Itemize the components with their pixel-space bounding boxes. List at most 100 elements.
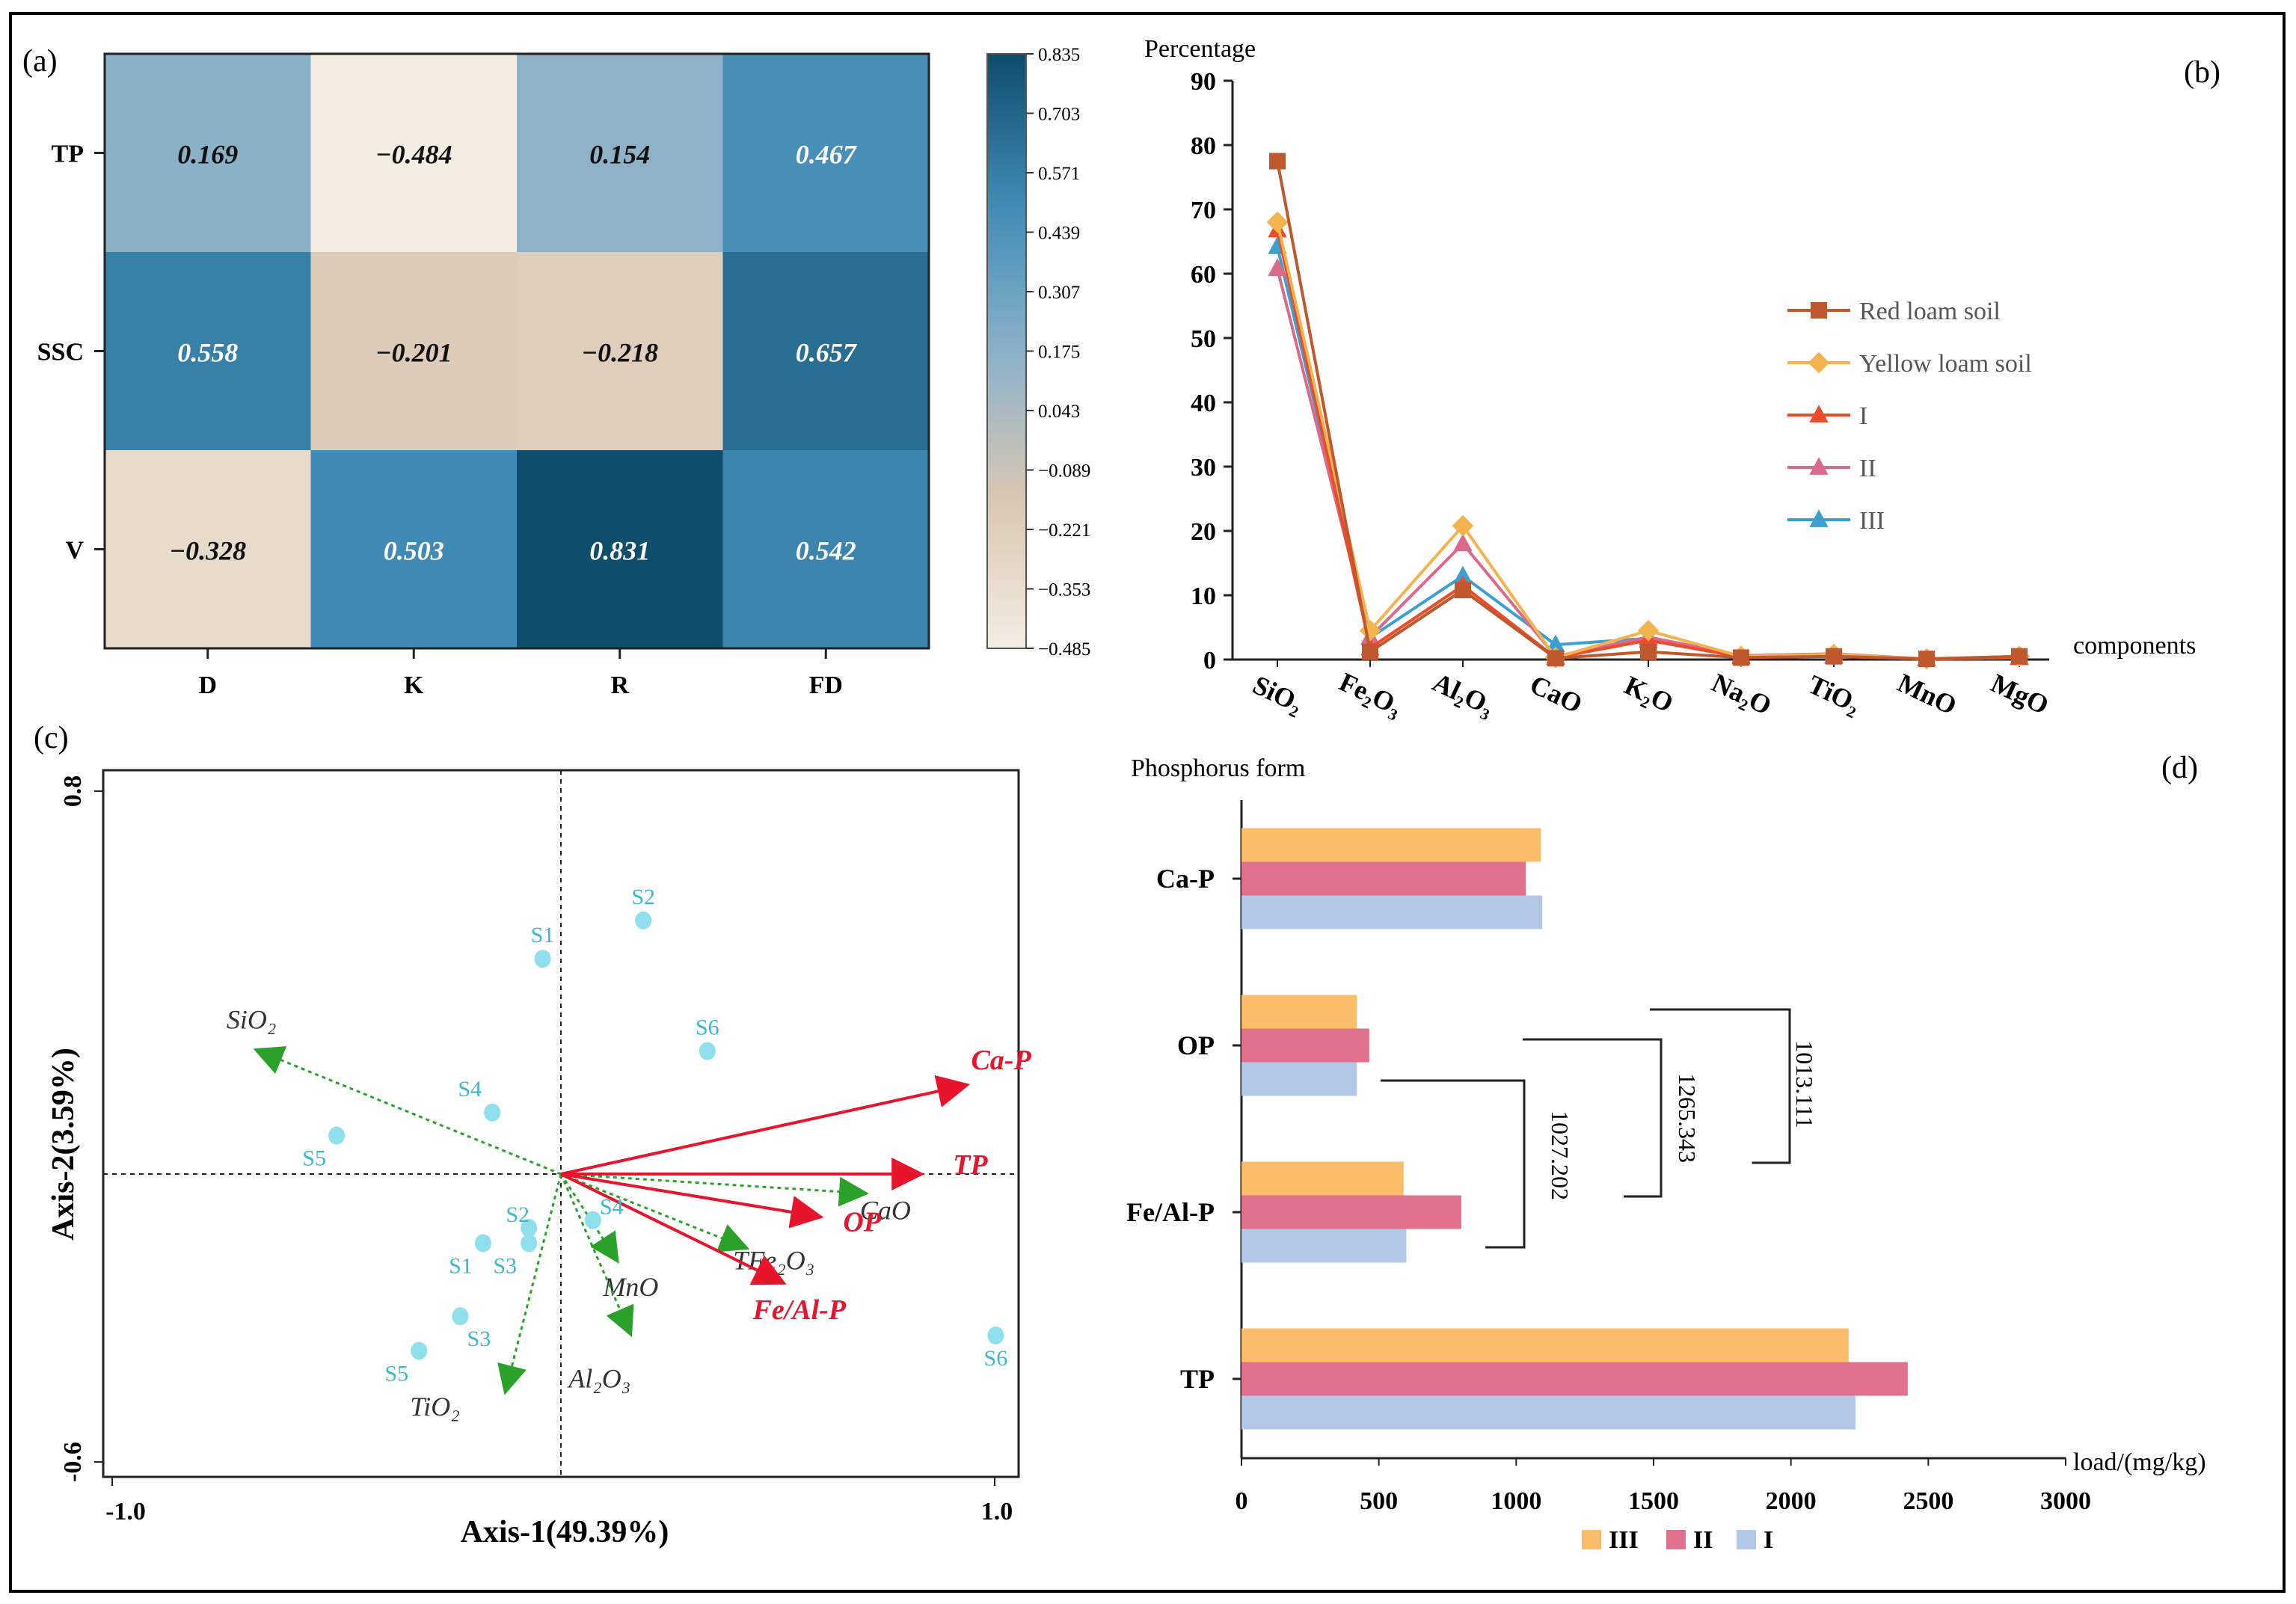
bar [1241,1362,1908,1396]
series-marker-diamond [1266,211,1289,233]
bar [1241,995,1357,1029]
sample-point [521,1218,538,1237]
x-tick-label: Na₂O [1707,668,1776,721]
response-arrow-label: Fe/Al-P [752,1294,846,1326]
heatmap-cell-label: −0.484 [375,140,452,170]
colorbar-tick-label: 0.703 [1038,105,1080,125]
x-tick-label: TiO₂ [1804,669,1865,719]
series-marker-square [1455,582,1471,599]
y-tick-label: OP [1177,1030,1215,1060]
heatmap-row-label: SSC [37,339,84,366]
series-marker-diamond [1808,351,1830,374]
x-tick-label: 500 [1360,1487,1398,1515]
heatmap-cell-label: 0.657 [796,338,858,368]
bar [1241,1328,1849,1362]
response-arrow-label: Ca-P [971,1045,1031,1076]
sample-point [484,1103,501,1122]
legend-label: III [1609,1526,1639,1554]
series-line [1276,268,2020,661]
x-axis-title: load/(mg/kg) [2073,1448,2206,1476]
heatmap-cell [310,450,517,648]
colorbar-tick-label: 0.307 [1038,283,1080,303]
heatmap-cell-label: 0.503 [384,536,444,566]
y-axis-title: Percentage [1144,35,1256,63]
series-marker-square [1547,650,1564,667]
colorbar-tick-label: −0.221 [1038,520,1090,541]
significance-label: 1265.343 [1674,1073,1701,1163]
env-arrow-label: MnO [602,1272,658,1302]
sample-point [534,950,551,968]
colorbar-tick-label: 0.439 [1038,224,1080,244]
env-arrow [560,1173,869,1207]
heatmap-cell-label: 0.542 [796,536,856,566]
heatmap-cell-label: −0.201 [375,338,452,368]
x-tick-label: 1500 [1628,1487,1679,1515]
series-line [1276,221,2020,661]
x-tick-label: 1000 [1491,1487,1541,1515]
env-arrow [559,1173,634,1338]
env-arrow-label: TFe₂O₃ [733,1246,814,1276]
bar [1241,861,1526,896]
x-tick-label: 0 [1236,1487,1248,1515]
series-marker-triangle [1453,565,1473,584]
legend-label: Yellow loam soil [1859,350,2032,378]
x-tick-label: Fe₂O₃ [1335,667,1407,722]
y-axis-title: Phosphorus form [1131,755,1305,782]
series-marker-square [1269,153,1286,170]
series-marker-square [1362,643,1378,660]
line-chart-panel: 0 10 20 30 40 50 60 70 80 90 SiO₂ Fe₂O₃ Al₂O₃ CaO K₂O N… [1144,35,2196,722]
heatmap-row-label: TP [52,141,84,168]
response-arrow [560,1173,787,1285]
heatmap-cell [310,54,517,252]
heatmap-cell [722,252,929,450]
sample-point [411,1342,428,1360]
bar [1241,828,1541,862]
series-marker-square [1826,648,1842,665]
sample-point [987,1326,1004,1345]
heatmap-cell [105,54,311,252]
series-marker-square [1640,643,1657,660]
sample-point-label: S4 [600,1195,624,1220]
figure-frame [9,12,2286,1593]
x-tick-label: MgO [1986,668,2053,720]
colorbar-tick-label: 0.571 [1038,164,1080,184]
bar [1241,1395,1855,1430]
heatmap-cell-label: −0.328 [169,536,246,566]
legend-label: III [1859,507,1885,535]
heatmap-col-label: D [198,672,217,699]
sample-point [635,911,652,929]
series-marker-square [1733,649,1749,666]
series-marker-triangle [1268,258,1287,277]
sample-point [328,1126,346,1145]
response-arrow [560,1075,971,1176]
sample-point [699,1042,716,1060]
y-tick-label: 60 [1191,261,1216,289]
env-arrow [560,1173,750,1253]
colorbar-tick-label: −0.353 [1038,580,1090,600]
legend-label: I [1764,1526,1773,1554]
sample-point-label: S5 [302,1146,326,1171]
env-arrow-label: TiO₂ [410,1392,460,1422]
heatmap-cell-label: 0.154 [589,140,650,170]
legend-swatch [1582,1530,1601,1549]
heatmap-cell [722,54,929,252]
y-tick-label: -0.6 [59,1442,87,1482]
sample-point-label: S1 [531,923,555,947]
heatmap-cell-label: 0.831 [589,536,650,566]
y-tick-label: Ca-P [1156,864,1215,894]
env-arrow-label: Al₂O₃ [567,1364,630,1394]
x-tick-label: 1.0 [981,1498,1013,1525]
series-marker-triangle [1809,457,1829,475]
y-tick-label: 10 [1191,583,1216,610]
x-axis-title: Axis-1(49.39%) [461,1515,669,1549]
sample-point-label: S3 [467,1327,491,1351]
significance-bracket [1650,1008,1791,1164]
heatmap-cell [310,252,517,450]
heatmap-cell [722,450,929,648]
heatmap-cell [105,252,311,450]
env-arrow-label: CaO [860,1196,911,1226]
panel-label-d: (d) [2161,751,2198,785]
heatmap-col-label: FD [809,672,843,699]
series-line [1276,161,2020,661]
